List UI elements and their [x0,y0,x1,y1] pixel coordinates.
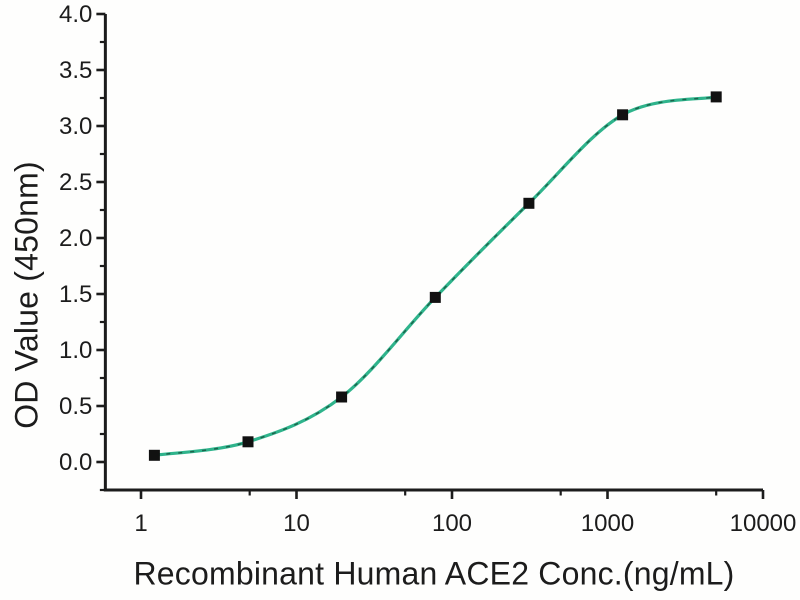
data-point-marker [429,291,441,303]
x-tick-label: 10000 [730,510,797,537]
y-tick-label: 3.0 [59,113,92,140]
data-point-marker [336,391,348,403]
data-point-marker [148,449,160,461]
data-point-marker [710,91,722,103]
fit-curve-dash-overlay [154,96,717,457]
x-tick-label: 100 [432,510,472,537]
x-tick-label: 10 [283,510,310,537]
y-tick-label: 1.0 [59,337,92,364]
data-point-marker [523,197,535,209]
x-axis-label: Recombinant Human ACE2 Conc.(ng/mL) [133,555,735,592]
y-tick-label: 4.0 [59,1,92,28]
y-tick-label: 0.5 [59,393,92,420]
y-axis-label: OD Value (450nm) [8,161,45,429]
y-tick-label: 0.0 [59,449,92,476]
y-tick-label: 2.5 [59,169,92,196]
y-tick-label: 1.5 [59,281,92,308]
y-tick-label: 2.0 [59,225,92,252]
y-tick-label: 3.5 [59,57,92,84]
x-tick-label: 1 [134,510,147,537]
fit-curve [152,95,718,457]
x-tick-label: 1000 [581,510,634,537]
data-point-marker [242,436,254,448]
data-point-marker [617,109,629,121]
